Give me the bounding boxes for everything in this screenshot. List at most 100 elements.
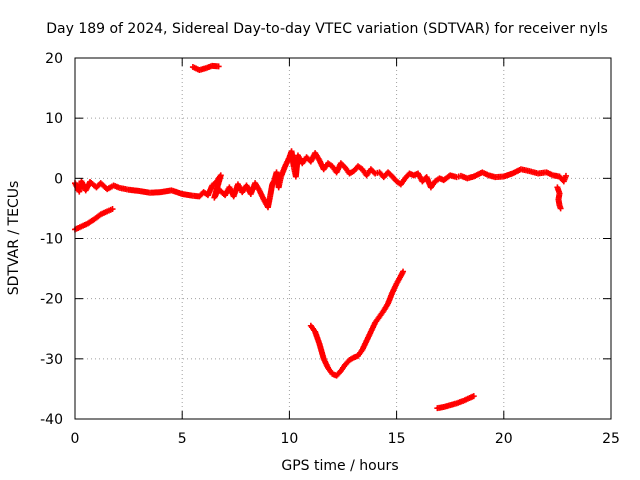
point-trail bbox=[210, 62, 221, 70]
point-trail bbox=[312, 151, 322, 162]
point-trail bbox=[338, 363, 348, 373]
point-trail bbox=[105, 206, 114, 214]
point-trail bbox=[347, 355, 356, 363]
y-axis-label: SDTVAR / TECUs bbox=[6, 181, 22, 296]
x-axis-label: GPS time / hours bbox=[281, 458, 398, 474]
data-point bbox=[470, 393, 477, 400]
point-trail bbox=[330, 371, 339, 379]
y-tick-label-6: -40 bbox=[40, 412, 63, 428]
point-trail bbox=[554, 185, 563, 195]
data-point bbox=[557, 205, 564, 212]
x-tick-label-0: 0 bbox=[71, 431, 80, 447]
point-trail bbox=[321, 161, 330, 171]
series-late-low bbox=[434, 393, 477, 412]
point-trail bbox=[377, 309, 386, 319]
point-trail bbox=[338, 161, 348, 170]
grid-lines bbox=[75, 58, 611, 419]
chart-title: Day 189 of 2024, Sidereal Day-to-day VTE… bbox=[46, 21, 608, 37]
point-trail bbox=[555, 191, 563, 201]
y-tick-label-1: 10 bbox=[45, 111, 63, 127]
y-tick-label-3: -10 bbox=[40, 232, 63, 248]
data-point bbox=[109, 206, 116, 213]
data-points bbox=[72, 62, 569, 412]
point-trail bbox=[308, 324, 318, 334]
point-trail bbox=[343, 166, 352, 176]
point-trail bbox=[191, 64, 201, 73]
point-trail bbox=[435, 404, 446, 411]
data-point bbox=[400, 268, 407, 275]
point-trail bbox=[352, 353, 360, 361]
point-trail bbox=[480, 170, 491, 178]
point-trail bbox=[555, 197, 563, 207]
point-trail bbox=[334, 369, 343, 378]
point-trail bbox=[412, 171, 420, 178]
point-trail bbox=[210, 180, 219, 188]
point-trail bbox=[347, 168, 356, 176]
point-trail bbox=[398, 176, 408, 186]
point-trail bbox=[461, 395, 471, 404]
data-point bbox=[215, 63, 222, 70]
point-trail bbox=[403, 171, 412, 181]
y-tick-label-4: -20 bbox=[40, 292, 63, 308]
point-trail bbox=[459, 173, 469, 181]
point-trail bbox=[252, 181, 262, 192]
point-trail bbox=[448, 400, 459, 408]
point-trail bbox=[381, 301, 391, 313]
point-trail bbox=[561, 174, 569, 183]
x-tick-label-2: 10 bbox=[280, 431, 298, 447]
point-trail bbox=[442, 402, 452, 410]
point-trail bbox=[465, 173, 476, 181]
axis-ticks: 0 5 10 15 20 25 20 10 0 -10 -20 -30 -40 bbox=[40, 51, 620, 447]
point-trail bbox=[368, 167, 378, 176]
point-trail bbox=[467, 393, 476, 401]
point-trail bbox=[269, 178, 277, 186]
point-trail bbox=[300, 155, 309, 165]
point-trail bbox=[377, 170, 386, 179]
point-trail bbox=[455, 398, 465, 406]
point-trail bbox=[386, 170, 395, 179]
point-trail bbox=[545, 170, 555, 178]
point-trail bbox=[364, 167, 373, 177]
point-trail bbox=[326, 161, 334, 169]
point-trail bbox=[105, 183, 115, 192]
point-trail bbox=[202, 190, 210, 198]
point-trail bbox=[390, 174, 399, 184]
point-trail bbox=[112, 183, 122, 191]
x-tick-label-1: 5 bbox=[178, 431, 187, 447]
point-trail bbox=[448, 172, 459, 180]
point-trail bbox=[86, 217, 97, 226]
x-tick-label-3: 15 bbox=[388, 431, 406, 447]
series-high-arc bbox=[189, 62, 222, 74]
y-tick-label-2: 0 bbox=[54, 171, 63, 187]
point-trail bbox=[92, 212, 103, 222]
y-tick-label-5: -30 bbox=[40, 352, 63, 368]
point-trail bbox=[407, 171, 416, 178]
point-trail bbox=[351, 164, 360, 173]
data-point bbox=[562, 172, 569, 179]
point-trail bbox=[373, 315, 382, 325]
point-trail bbox=[428, 179, 438, 189]
point-trail bbox=[197, 190, 206, 199]
series-main-track bbox=[72, 148, 569, 211]
point-trail bbox=[343, 358, 352, 367]
point-trail bbox=[360, 167, 369, 177]
point-trail bbox=[487, 172, 497, 180]
point-trail bbox=[356, 164, 364, 172]
point-trail bbox=[191, 192, 201, 200]
point-trail bbox=[94, 181, 103, 190]
point-trail bbox=[326, 366, 335, 376]
point-trail bbox=[437, 175, 446, 183]
point-trail bbox=[99, 209, 109, 217]
point-trail bbox=[356, 348, 365, 358]
x-tick-label-4: 20 bbox=[495, 431, 513, 447]
point-trail bbox=[197, 65, 208, 73]
point-trail bbox=[204, 63, 214, 71]
point-trail bbox=[330, 164, 339, 174]
point-trail bbox=[381, 170, 390, 179]
point-trail bbox=[73, 224, 83, 232]
series-end-drop bbox=[554, 184, 564, 212]
point-trail bbox=[395, 179, 403, 187]
point-trail bbox=[551, 172, 561, 180]
point-trail bbox=[80, 221, 90, 229]
